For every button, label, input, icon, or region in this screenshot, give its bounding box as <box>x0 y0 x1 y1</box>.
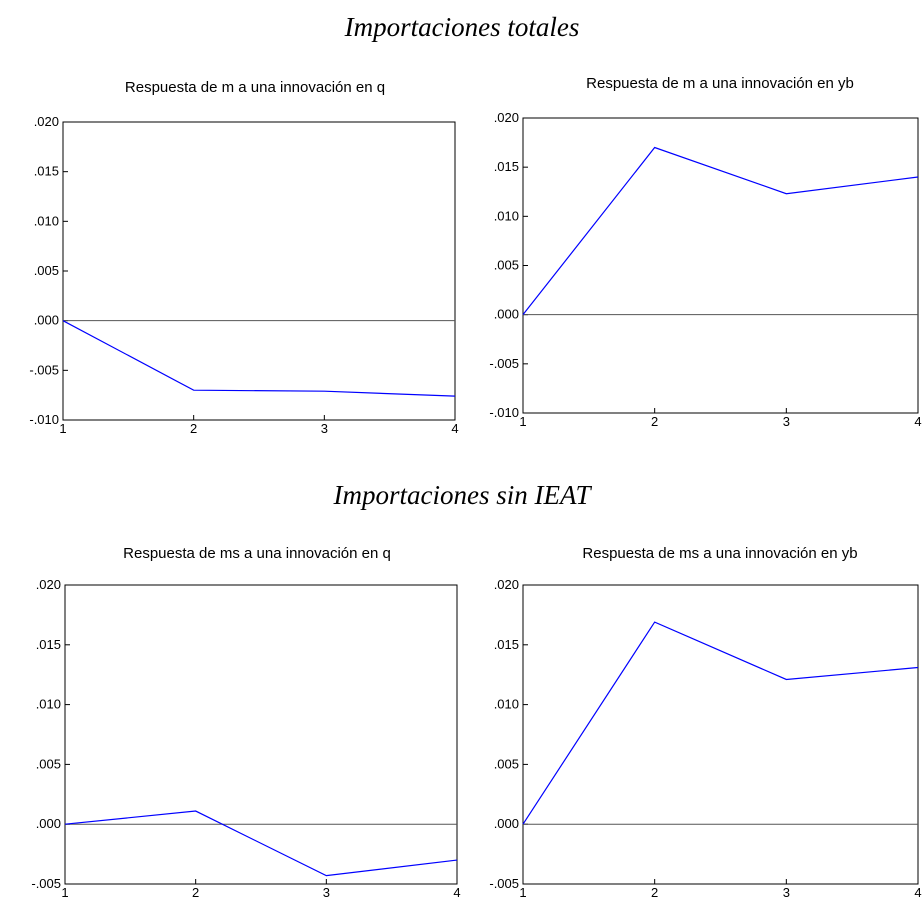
data-line <box>64 810 458 877</box>
y-tick-label: -.005 <box>489 876 519 891</box>
y-tick-label: -.010 <box>29 412 59 427</box>
plot-frame <box>64 584 458 885</box>
y-tick-label: .005 <box>494 756 519 771</box>
x-tick-label: 3 <box>783 885 790 900</box>
section-heading: Importaciones totales <box>344 12 580 42</box>
x-tick-label: 3 <box>323 885 330 900</box>
section-heading: Importaciones sin IEAT <box>333 480 593 510</box>
data-line <box>522 621 919 825</box>
chart-title: Respuesta de ms a una innovación en q <box>123 545 391 562</box>
y-tick-label: .010 <box>494 697 519 712</box>
y-tick-label: .015 <box>34 164 59 179</box>
x-tick-label: 2 <box>651 414 658 429</box>
y-tick-label: -.005 <box>29 362 59 377</box>
x-tick-label: 2 <box>651 885 658 900</box>
y-tick-label: .005 <box>36 756 61 771</box>
plot-frame <box>522 584 919 885</box>
y-tick-label: .005 <box>34 263 59 278</box>
x-tick-label: 1 <box>59 421 66 436</box>
y-tick-label: .000 <box>494 307 519 322</box>
data-line <box>62 320 456 397</box>
chart-title: Respuesta de m a una innovación en yb <box>586 75 854 92</box>
chart-title: Respuesta de m a una innovación en q <box>125 79 385 96</box>
y-tick-label: .010 <box>494 208 519 223</box>
x-tick-label: 4 <box>914 414 921 429</box>
plot-frame <box>62 121 456 421</box>
x-tick-label: 2 <box>190 421 197 436</box>
x-tick-label: 1 <box>519 414 526 429</box>
y-tick-label: .000 <box>34 313 59 328</box>
x-tick-label: 3 <box>783 414 790 429</box>
data-line <box>522 146 919 316</box>
x-tick-label: 4 <box>914 885 921 900</box>
chart-title: Respuesta de ms a una innovación en yb <box>582 545 857 562</box>
y-tick-label: .020 <box>494 577 519 592</box>
y-tick-label: .015 <box>36 637 61 652</box>
x-tick-label: 4 <box>453 885 460 900</box>
y-tick-label: -.005 <box>31 876 61 891</box>
plot-frame <box>522 117 919 414</box>
x-tick-label: 1 <box>519 885 526 900</box>
y-tick-label: -.005 <box>489 356 519 371</box>
y-tick-label: -.010 <box>489 405 519 420</box>
x-tick-label: 1 <box>61 885 68 900</box>
y-tick-label: .020 <box>34 114 59 129</box>
y-tick-label: .020 <box>494 110 519 125</box>
y-tick-label: .020 <box>36 577 61 592</box>
y-tick-label: .010 <box>34 213 59 228</box>
x-tick-label: 2 <box>192 885 199 900</box>
y-tick-label: .000 <box>36 816 61 831</box>
y-tick-label: .010 <box>36 697 61 712</box>
y-tick-label: .000 <box>494 816 519 831</box>
x-tick-label: 4 <box>451 421 458 436</box>
x-tick-label: 3 <box>321 421 328 436</box>
y-tick-label: .005 <box>494 258 519 273</box>
y-tick-label: .015 <box>494 159 519 174</box>
y-tick-label: .015 <box>494 637 519 652</box>
